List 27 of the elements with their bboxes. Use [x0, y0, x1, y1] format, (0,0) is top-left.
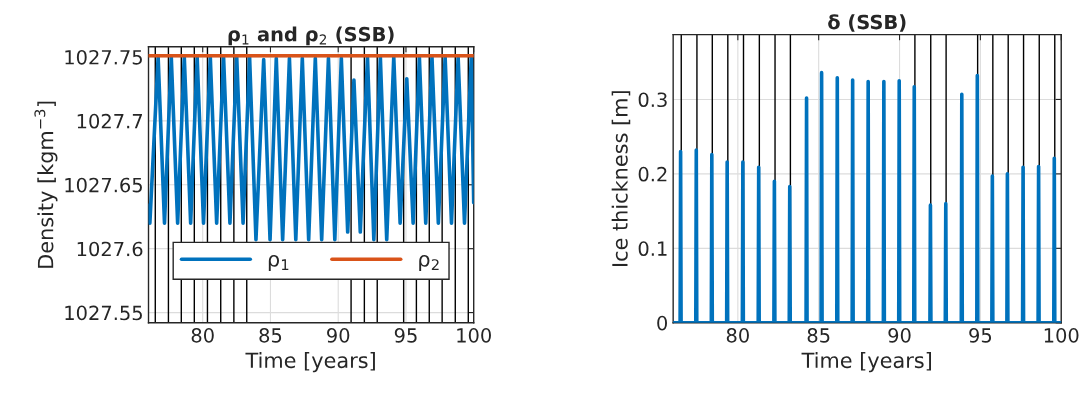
x-tick-label: 90 [327, 328, 350, 343]
x-tick-label: 90 [888, 328, 911, 343]
x-tick-label: 100 [457, 328, 491, 343]
x-tick-label: 85 [807, 328, 830, 343]
y-tick-label: 0.1 [638, 241, 667, 257]
y-tick-label: 0.3 [638, 92, 667, 108]
y-tick-label: 0.2 [638, 166, 667, 182]
y-axis-title: Ice thickness [m] [611, 91, 631, 266]
x-tick-label: 95 [969, 328, 992, 343]
y-tick-label: 1027.6 [77, 241, 143, 257]
x-tick-label: 80 [726, 328, 749, 343]
y-tick-label: 1027.7 [77, 113, 142, 129]
y-tick-label: 1027.65 [65, 177, 142, 193]
x-tick-label: 85 [259, 328, 282, 343]
chart-title: δ (SSB) [828, 14, 906, 32]
legend-label: ρ$_{1}$ [268, 254, 289, 271]
y-tick-label: 1027.75 [65, 49, 142, 65]
y-tick-label: 0 [657, 315, 668, 331]
x-tick-label: 80 [191, 328, 214, 343]
x-tick-label: 100 [1044, 328, 1079, 343]
chart-title: ρ$_{1}$ and ρ$_{2}$ (SSB) [228, 26, 394, 46]
y-axis-title: Density [kgm$^{−3}$] [34, 101, 58, 268]
y-tick-label: 1027.55 [65, 305, 142, 321]
x-tick-label: 95 [394, 328, 417, 343]
x-axis-title: Time [years] [801, 352, 931, 373]
legend-label: ρ$_{2}$ [419, 254, 439, 271]
x-axis-title: Time [years] [245, 352, 375, 373]
